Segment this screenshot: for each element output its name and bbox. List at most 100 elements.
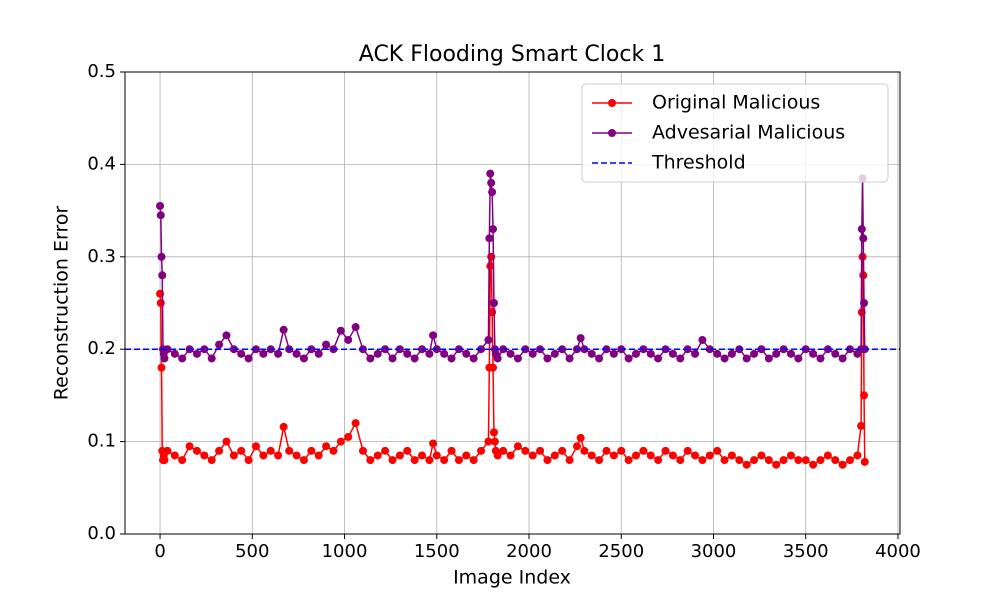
- data-point: [322, 442, 331, 451]
- data-point: [425, 349, 434, 358]
- data-point: [157, 252, 166, 261]
- data-point: [160, 354, 169, 363]
- data-point: [654, 354, 663, 363]
- data-point: [489, 299, 498, 307]
- data-point: [572, 442, 581, 451]
- data-point: [477, 446, 486, 455]
- data-point: [831, 349, 840, 358]
- data-point: [410, 354, 419, 363]
- data-point: [742, 354, 751, 363]
- data-point: [698, 456, 707, 465]
- data-point: [381, 345, 390, 354]
- data-point: [860, 391, 869, 400]
- data-point: [410, 456, 419, 465]
- data-point: [602, 446, 611, 455]
- x-axis-label: Image Index: [453, 567, 571, 589]
- data-point: [156, 299, 165, 307]
- data-point: [543, 456, 552, 465]
- data-point: [668, 451, 677, 460]
- data-point: [299, 456, 308, 465]
- data-point: [351, 419, 360, 428]
- data-point: [314, 451, 323, 460]
- data-point: [853, 451, 862, 460]
- data-point: [838, 354, 847, 363]
- legend: Original Malicious Advesarial Malicious Th…: [581, 83, 889, 183]
- data-point: [786, 349, 795, 358]
- data-point: [388, 456, 397, 465]
- data-point: [237, 349, 246, 358]
- data-point: [292, 451, 301, 460]
- data-point: [487, 178, 496, 187]
- x-tick-label: 1500: [414, 541, 460, 562]
- data-point: [558, 446, 567, 455]
- data-point: [624, 354, 633, 363]
- data-point: [632, 349, 641, 358]
- data-point: [528, 349, 537, 358]
- legend-box: [581, 83, 889, 183]
- data-point: [772, 349, 781, 358]
- x-tick-label: 4000: [875, 541, 921, 562]
- data-point: [536, 446, 545, 455]
- data-point: [698, 335, 707, 344]
- data-point: [486, 169, 495, 178]
- data-point: [489, 363, 498, 372]
- data-point: [156, 211, 165, 220]
- data-point: [429, 331, 438, 340]
- y-tick-label: 0.4: [87, 153, 116, 174]
- legend-marker: [608, 129, 616, 137]
- data-point: [388, 354, 397, 363]
- data-point: [432, 451, 441, 460]
- data-point: [786, 451, 795, 460]
- data-point: [160, 456, 169, 465]
- data-point: [170, 451, 179, 460]
- data-point: [454, 456, 463, 465]
- data-point: [794, 456, 803, 465]
- data-point: [513, 442, 522, 451]
- legend-label: Threshold: [651, 152, 746, 174]
- series-line: [159, 256, 866, 466]
- data-point: [809, 349, 818, 358]
- data-point: [440, 349, 449, 358]
- data-point: [757, 345, 766, 354]
- data-point: [691, 451, 700, 460]
- data-point: [351, 323, 360, 332]
- data-point: [639, 446, 648, 455]
- data-point: [200, 451, 209, 460]
- data-point: [646, 349, 655, 358]
- data-point: [816, 456, 825, 465]
- data-point: [587, 451, 596, 460]
- data-point: [395, 451, 404, 460]
- data-point: [857, 225, 866, 234]
- data-point: [543, 354, 552, 363]
- data-point: [750, 456, 759, 465]
- data-point: [857, 421, 866, 430]
- data-point: [609, 451, 618, 460]
- data-point: [624, 456, 633, 465]
- data-point: [157, 363, 166, 372]
- y-tick-label: 0.5: [87, 61, 116, 82]
- series-line: [159, 173, 866, 361]
- data-point: [580, 446, 589, 455]
- data-point: [307, 345, 316, 354]
- data-point: [200, 345, 209, 354]
- data-point: [344, 432, 353, 441]
- data-point: [513, 354, 522, 363]
- data-point: [646, 451, 655, 460]
- x-tick-label: 500: [235, 541, 269, 562]
- data-point: [178, 456, 187, 465]
- data-point: [462, 451, 471, 460]
- data-point: [222, 331, 231, 340]
- data-point: [860, 457, 869, 466]
- data-point: [469, 354, 478, 363]
- data-point: [528, 451, 537, 460]
- data-point: [499, 446, 508, 455]
- y-tick-label: 0.2: [87, 338, 116, 359]
- data-point: [632, 451, 641, 460]
- x-tick-label: 3500: [783, 541, 829, 562]
- data-point: [654, 456, 663, 465]
- data-point: [565, 456, 574, 465]
- data-point: [429, 439, 438, 448]
- data-point: [366, 456, 375, 465]
- data-point: [668, 349, 677, 358]
